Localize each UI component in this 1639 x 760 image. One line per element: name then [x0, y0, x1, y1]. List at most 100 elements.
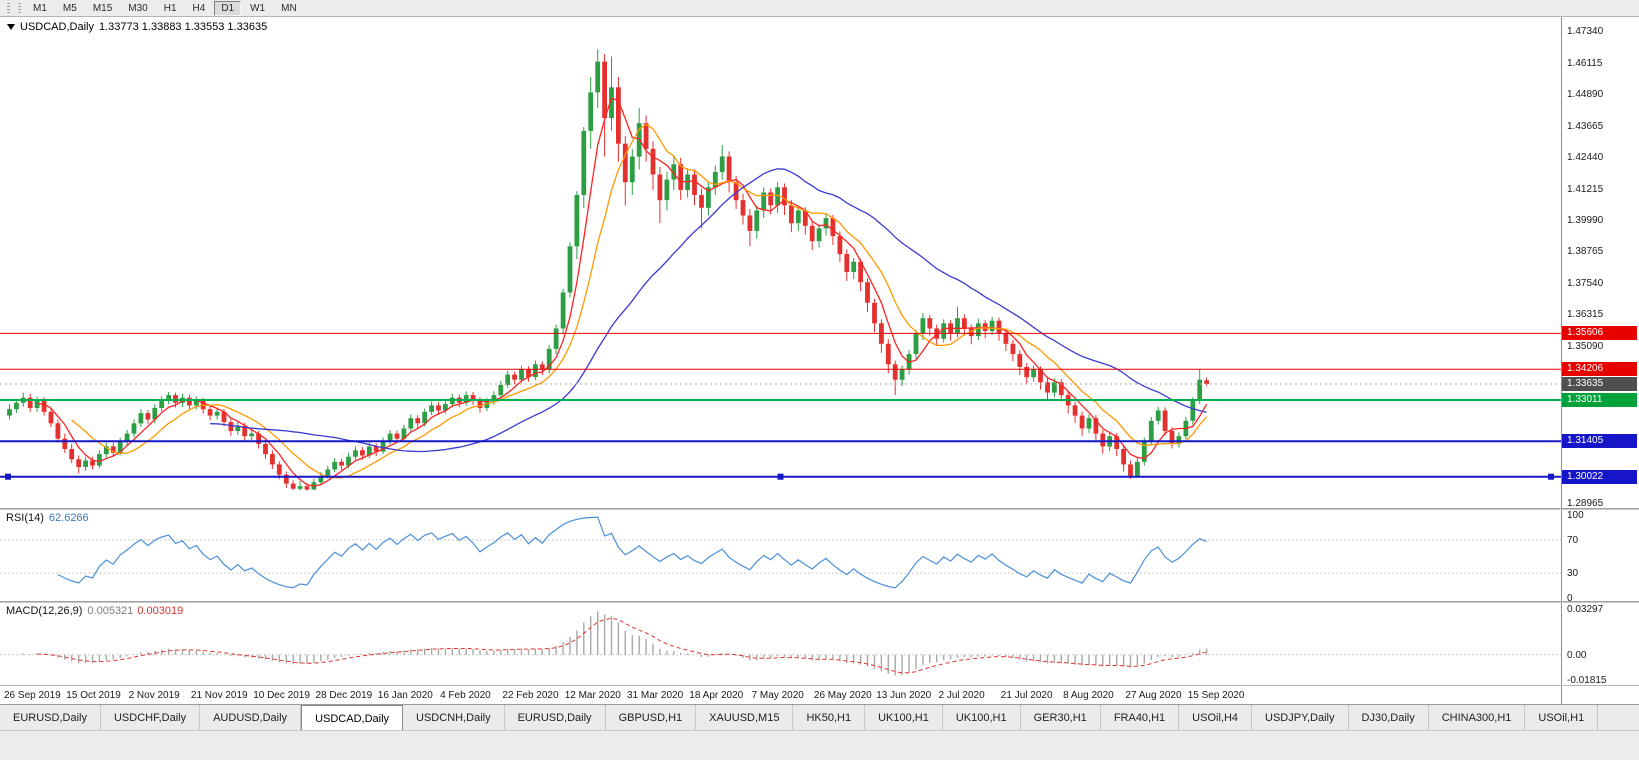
timeframe-button-H1[interactable]: H1	[163, 2, 177, 14]
chart-tab-UK100-H1[interactable]: UK100,H1	[865, 705, 943, 730]
price-axis-label: 1.42440	[1567, 152, 1604, 164]
chart-ohlc-values: 1.33773 1.33883 1.33553 1.33635	[98, 21, 268, 33]
toolbar: M1 M5 M15 M30 H1 H4 D1 W1 MN	[0, 0, 1639, 17]
rsi-axis-label: 70	[1567, 534, 1579, 546]
chart-tab-USDCHF-Daily[interactable]: USDCHF,Daily	[101, 705, 201, 730]
chart-tab-AUDUSD-Daily[interactable]: AUDUSD,Daily	[200, 705, 302, 730]
date-axis-label: 31 Mar 2020	[627, 690, 684, 701]
price-axis-label: 1.41215	[1567, 183, 1604, 195]
date-axis-label: 13 Jun 2020	[876, 690, 932, 701]
candlestick-chart[interactable]	[0, 17, 1561, 704]
price-badge-1.33011: 1.33011	[1562, 392, 1637, 407]
date-axis-label: 26 May 2020	[813, 690, 872, 701]
toolbar-grip[interactable]	[7, 2, 10, 14]
chart-menu-icon[interactable]	[7, 24, 15, 30]
date-axis-label: 21 Jul 2020	[1000, 690, 1053, 701]
price-axis-label: 1.36315	[1567, 309, 1604, 321]
timeframe-button-H4[interactable]: H4	[192, 2, 206, 14]
macd-signal-line	[37, 617, 1207, 674]
date-axis-label: 2 Jul 2020	[938, 690, 985, 701]
chart-tab-GER30-H1[interactable]: GER30,H1	[1021, 705, 1101, 730]
price-axis-label: 1.46115	[1567, 57, 1603, 69]
chart-tab-FRA40-H1[interactable]: FRA40,H1	[1101, 705, 1180, 730]
rsi-value: 62.6266	[48, 512, 89, 524]
date-axis-label: 7 May 2020	[751, 690, 804, 701]
chart-tab-GBPUSD-H1[interactable]: GBPUSD,H1	[606, 705, 697, 730]
date-axis-label: 10 Dec 2019	[253, 690, 310, 701]
chart-tab-USDJPY-Daily[interactable]: USDJPY,Daily	[1252, 705, 1349, 730]
price-axis-label: 1.37540	[1567, 277, 1604, 289]
chart-symbol: USDCAD,Daily	[20, 21, 94, 33]
chart-tab-UK100-H1[interactable]: UK100,H1	[943, 705, 1021, 730]
rsi-axis-label: 100	[1567, 510, 1584, 521]
price-axis-label: 1.44890	[1567, 89, 1604, 101]
pane-separator[interactable]	[0, 508, 1639, 510]
timeframe-toolbar: M1 M5 M15 M30 H1 H4 D1 W1 MN	[25, 0, 305, 16]
timeframe-button-M15[interactable]: M15	[92, 2, 113, 14]
macd-axis-label: -0.01815	[1567, 675, 1607, 686]
chart-tab-USOil-H4[interactable]: USOil,H4	[1179, 705, 1253, 730]
price-axis-label: 1.38765	[1567, 246, 1604, 258]
price-axis-label: 1.28965	[1567, 497, 1604, 509]
hline-handle	[5, 473, 11, 480]
timeframe-button-M1[interactable]: M1	[33, 2, 47, 14]
price-badge-1.33635: 1.33635	[1562, 376, 1637, 391]
hline-handle	[1548, 473, 1554, 480]
toolbar-grip[interactable]	[18, 2, 21, 14]
date-axis-label: 15 Sep 2020	[1187, 690, 1245, 701]
price-axis[interactable]: 1.47340 1.46115 1.44890 1.43665 1.42440 1.412…	[1561, 17, 1639, 704]
price-badge-1.35606: 1.35606	[1562, 326, 1637, 341]
price-axis-label: 1.39990	[1567, 214, 1604, 226]
pane-separator[interactable]	[0, 601, 1639, 603]
date-axis-label: 28 Dec 2019	[315, 690, 373, 701]
timeframe-button-M5[interactable]: M5	[62, 2, 77, 14]
date-axis-label: 21 Nov 2019	[190, 690, 248, 701]
date-axis-label: 16 Jan 2020	[377, 690, 433, 701]
status-area	[0, 730, 1639, 760]
ma-slow	[210, 168, 1207, 453]
date-axis-label: 26 Sep 2019	[4, 690, 61, 701]
timeframe-button-MN[interactable]: MN	[281, 2, 297, 14]
chart-tab-EURUSD-Daily[interactable]: EURUSD,Daily	[505, 705, 606, 730]
date-axis-label: 18 Apr 2020	[689, 690, 744, 701]
rsi-line	[57, 516, 1207, 589]
price-badge-1.30022: 1.30022	[1562, 469, 1637, 484]
rsi-axis-label: 30	[1567, 568, 1579, 580]
date-axis-label: 4 Feb 2020	[440, 690, 491, 701]
chart-tab-CHINA300-H1[interactable]: CHINA300,H1	[1429, 705, 1526, 730]
price-axis-label: 1.35090	[1567, 340, 1604, 352]
macd-axis-label: 0.00	[1567, 649, 1587, 661]
chart-tab-DJ30-Daily[interactable]: DJ30,Daily	[1349, 705, 1429, 730]
rsi-axis-label: 0	[1567, 593, 1573, 604]
macd-axis-label: 0.03297	[1567, 604, 1604, 615]
chart-title: USDCAD,Daily 1.33773 1.33883 1.33553 1.3…	[7, 21, 267, 33]
date-axis-label: 27 Aug 2020	[1125, 690, 1182, 701]
date-axis-label: 8 Aug 2020	[1063, 690, 1114, 701]
ma-mid	[71, 123, 1208, 479]
time-axis[interactable]: 26 Sep 2019 15 Oct 2019 2 Nov 2019 21 Nov 2…	[0, 687, 1561, 704]
date-axis-label: 22 Feb 2020	[502, 690, 559, 701]
date-axis-label: 12 Mar 2020	[564, 690, 621, 701]
rsi-name: RSI(14)	[6, 512, 44, 524]
chart-tabs: EURUSD,Daily USDCHF,Daily AUDUSD,Daily USDC…	[0, 704, 1639, 730]
chart-tab-HK50-H1[interactable]: HK50,H1	[793, 705, 866, 730]
macd-name: MACD(12,26,9)	[6, 605, 83, 617]
date-axis-label: 15 Oct 2019	[66, 690, 121, 701]
timeframe-button-M30[interactable]: M30	[128, 2, 148, 14]
hline-handle	[777, 473, 784, 480]
chart-tab-USOil-H1[interactable]: USOil,H1	[1525, 705, 1599, 730]
chart-tab-USDCAD-Daily[interactable]: USDCAD,Daily	[301, 705, 404, 730]
date-axis-label: 2 Nov 2019	[128, 690, 180, 701]
ma-fast	[37, 97, 1208, 487]
price-axis-label: 1.43665	[1567, 120, 1604, 132]
timeframe-button-W1[interactable]: W1	[250, 2, 266, 14]
macd-main-value: 0.005321	[87, 605, 134, 617]
chart-tab-XAUUSD-M15[interactable]: XAUUSD,M15	[696, 705, 794, 730]
macd-signal-value: 0.003019	[137, 605, 184, 617]
chart-tab-USDCNH-Daily[interactable]: USDCNH,Daily	[403, 705, 505, 730]
rsi-label: RSI(14) 62.6266	[6, 512, 89, 524]
price-axis-label: 1.47340	[1567, 26, 1604, 38]
chart-tab-EURUSD-Daily[interactable]: EURUSD,Daily	[0, 705, 101, 730]
chart-region[interactable]: USDCAD,Daily 1.33773 1.33883 1.33553 1.3…	[0, 17, 1639, 704]
timeframe-button-D1[interactable]: D1	[214, 0, 242, 16]
